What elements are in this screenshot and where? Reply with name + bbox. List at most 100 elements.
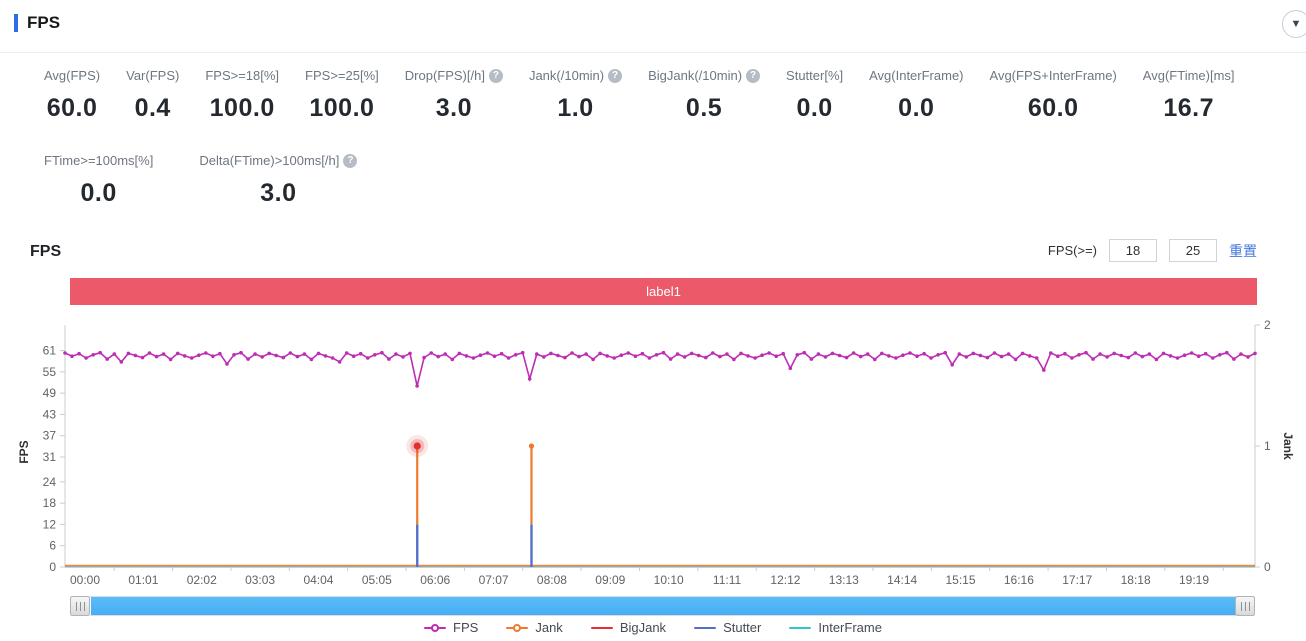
fps-point: [1077, 353, 1081, 357]
x-tick-label: 11:11: [713, 573, 742, 587]
legend-fps-marker-icon: [424, 623, 447, 633]
fps-point: [1056, 354, 1060, 358]
fps-point: [485, 351, 490, 355]
metric-label: Avg(InterFrame): [869, 68, 964, 83]
help-icon[interactable]: ?: [343, 153, 358, 168]
row1-metric-8: Avg(InterFrame) 0.0: [869, 68, 963, 123]
y-tick-label: 0: [49, 560, 56, 574]
fps-point: [894, 356, 898, 360]
fps-point: [1049, 351, 1053, 355]
legend-item-fps[interactable]: FPS: [424, 620, 478, 635]
fps-point: [197, 353, 201, 357]
x-tick-label: 00:00: [70, 573, 100, 587]
legend-item-jank[interactable]: Jank: [506, 620, 563, 635]
y-tick-label: 31: [43, 450, 57, 464]
fps-point: [436, 354, 441, 359]
fps-point: [91, 353, 95, 357]
fps-point: [1239, 352, 1243, 356]
fps-point: [711, 351, 715, 355]
fps-point: [633, 354, 638, 358]
fps-point: [887, 354, 891, 358]
jank-spike-marker: [528, 443, 535, 449]
fps-point: [401, 355, 405, 359]
y-axis-right-title: Jank: [1281, 432, 1295, 460]
fps-point: [696, 353, 701, 358]
row1-metric-9: Avg(FPS+InterFrame) 60.0: [990, 68, 1117, 123]
datazoom-selected-range[interactable]: [91, 597, 1236, 615]
fps-point: [302, 352, 307, 356]
legend-bigjank-marker-icon: [590, 623, 613, 633]
fps-chart[interactable]: 61 55 49 43 37 31 24 18 12 6 0 2 1 0 FPS Jank 00:00 01:01…: [0, 312, 1306, 596]
help-icon[interactable]: ?: [746, 68, 761, 83]
legend-label: Stutter: [723, 620, 762, 635]
y-tick-label: 24: [43, 475, 57, 489]
fps-point: [1147, 352, 1152, 356]
datazoom-track[interactable]: [70, 596, 1255, 616]
datazoom-left-handle[interactable]: [70, 596, 90, 616]
fps-point: [732, 357, 736, 362]
fps-point: [316, 351, 321, 356]
fps-point: [682, 355, 687, 359]
fps-point: [746, 354, 750, 358]
row1-metric-3: FPS>=25[%] 100.0: [305, 68, 379, 123]
fps-point: [584, 352, 588, 356]
metric-value: 0.0: [80, 179, 117, 207]
fps-max-input[interactable]: [1169, 239, 1217, 262]
fps-point: [1105, 355, 1109, 359]
legend-item-interframe[interactable]: InterFrame: [789, 620, 882, 635]
x-tick-label: 15:15: [946, 573, 976, 587]
row1-metric-7: Stutter[%] 0.0: [786, 68, 843, 123]
reset-button[interactable]: 重置: [1229, 242, 1257, 259]
fps-point: [865, 352, 870, 356]
fps-point: [337, 360, 342, 364]
legend-stutter-marker-icon: [694, 623, 717, 633]
fps-point: [366, 356, 370, 360]
fps-point: [492, 354, 497, 358]
fps-point: [922, 351, 926, 356]
help-icon[interactable]: ?: [608, 68, 623, 83]
datazoom-right-handle[interactable]: [1235, 596, 1255, 616]
y-tick-label: 6: [49, 539, 56, 553]
fps-point: [675, 352, 680, 356]
fps-point: [830, 351, 835, 356]
fps-point: [77, 351, 81, 356]
fps-point: [1091, 357, 1095, 361]
legend-jank-marker-icon: [506, 623, 529, 633]
fps-point: [760, 353, 764, 357]
page-header: FPS: [14, 13, 60, 33]
header-divider: [0, 52, 1306, 53]
y-axis-left-title: FPS: [17, 440, 31, 463]
fps-point: [351, 354, 356, 358]
metrics-row-2: FTime>=100ms[%] 0.0 Delta(FTime)>100ms[/h]…: [44, 153, 358, 208]
fps-point: [851, 351, 856, 355]
fps-point: [542, 355, 546, 359]
legend-item-bigjank[interactable]: BigJank: [590, 620, 666, 635]
fps-min-input[interactable]: [1109, 239, 1157, 262]
fps-point: [591, 357, 595, 362]
row1-metric-1: Var(FPS) 0.4: [126, 68, 179, 123]
legend-item-stutter[interactable]: Stutter: [694, 620, 761, 635]
fps-point: [1133, 351, 1138, 355]
fps-point: [211, 354, 215, 358]
chart-plot-area[interactable]: [65, 325, 1255, 567]
help-icon[interactable]: ?: [488, 68, 503, 83]
fps-point: [767, 351, 771, 355]
fps-point: [816, 352, 821, 356]
fps-point: [288, 351, 293, 355]
y-tick-label: 2: [1264, 318, 1271, 332]
fps-point: [1034, 356, 1039, 360]
collapse-section-button[interactable]: ▼: [1282, 10, 1306, 38]
legend-label: InterFrame: [818, 620, 882, 635]
fps-point: [795, 353, 800, 357]
fps-point: [1084, 350, 1088, 355]
fps-point: [647, 356, 652, 360]
row2-metric-0: FTime>=100ms[%] 0.0: [44, 153, 153, 208]
metric-value: 60.0: [1027, 94, 1079, 122]
fps-point: [147, 351, 152, 355]
metric-value: 3.0: [260, 179, 297, 207]
fps-point: [464, 354, 469, 358]
fps-point: [964, 355, 969, 359]
metric-label: Avg(FPS+InterFrame): [989, 68, 1117, 83]
row1-metric-0: Avg(FPS) 60.0: [44, 68, 100, 123]
